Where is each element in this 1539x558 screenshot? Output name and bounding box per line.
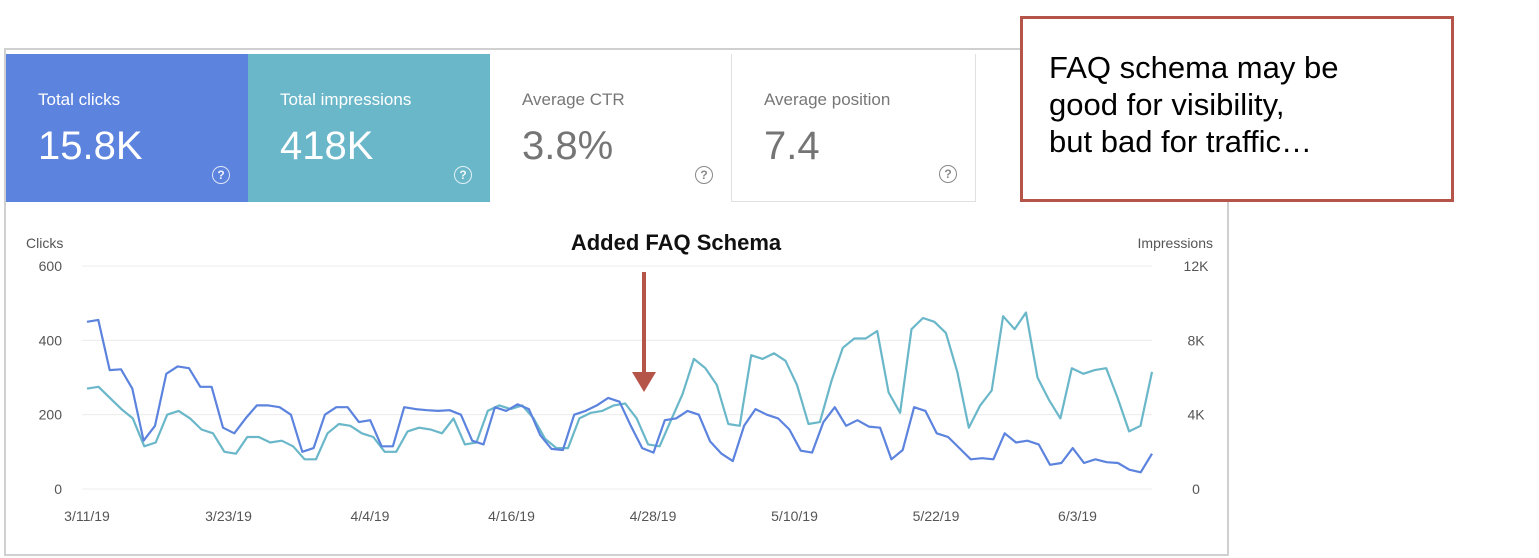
x-tick: 6/3/19 — [1058, 508, 1097, 524]
callout-box: FAQ schema may be good for visibility, b… — [1020, 16, 1454, 202]
card-value: 3.8% — [522, 124, 614, 168]
y-right-tick: 12K — [1184, 258, 1210, 274]
x-tick: 4/28/19 — [630, 508, 677, 524]
y-left-ticks: 600 400 200 0 — [39, 258, 63, 497]
total-impressions-card[interactable]: Total impressions 418K ? — [248, 54, 490, 202]
total-clicks-card[interactable]: Total clicks 15.8K ? — [6, 54, 248, 202]
y-left-tick: 600 — [39, 258, 63, 274]
card-label: Total clicks — [38, 90, 121, 109]
card-label: Average CTR — [522, 90, 625, 109]
annotation-arrow — [632, 272, 656, 392]
average-position-card[interactable]: Average position 7.4 ? — [732, 54, 976, 202]
series-lines — [86, 311, 1154, 474]
y-right-tick: 4K — [1187, 407, 1205, 423]
x-tick: 3/11/19 — [64, 508, 110, 524]
help-icon[interactable]: ? — [454, 166, 472, 184]
callout-line: FAQ schema may be — [1049, 50, 1339, 85]
y-right-axis-label: Impressions — [1138, 235, 1213, 251]
callout-line: but bad for traffic… — [1049, 124, 1313, 159]
y-left-tick: 0 — [54, 481, 62, 497]
help-icon[interactable]: ? — [695, 166, 713, 184]
card-label: Average position — [764, 90, 891, 109]
y-left-tick: 400 — [39, 332, 63, 348]
arrow-head — [632, 372, 656, 392]
impressions-series-line — [86, 311, 1154, 461]
y-right-ticks: 12K 8K 4K 0 — [1184, 258, 1210, 497]
annotation-label: Added FAQ Schema — [571, 230, 782, 255]
help-icon[interactable]: ? — [939, 165, 957, 183]
x-tick: 3/23/19 — [205, 508, 252, 524]
clicks-series-line — [86, 318, 1153, 474]
y-right-tick: 0 — [1192, 481, 1200, 497]
x-tick: 5/22/19 — [913, 508, 960, 524]
help-icon[interactable]: ? — [212, 166, 230, 184]
card-value: 7.4 — [764, 124, 820, 168]
x-tick: 4/16/19 — [488, 508, 535, 524]
y-right-tick: 8K — [1187, 332, 1205, 348]
card-value: 418K — [280, 124, 374, 168]
chart-grid — [82, 265, 1152, 490]
x-tick: 4/4/19 — [351, 508, 390, 524]
x-tick: 5/10/19 — [771, 508, 818, 524]
card-value: 15.8K — [38, 124, 143, 168]
x-ticks: 3/11/19 3/23/19 4/4/19 4/16/19 4/28/19 5/10/1… — [64, 508, 1097, 524]
card-label: Total impressions — [280, 90, 412, 109]
y-left-axis-label: Clicks — [26, 235, 63, 251]
metric-cards: Total clicks 15.8K ? Total impressions 4… — [6, 54, 1231, 202]
y-left-tick: 200 — [39, 407, 63, 423]
average-ctr-card[interactable]: Average CTR 3.8% ? — [490, 54, 732, 202]
callout-line: good for visibility, — [1049, 87, 1285, 122]
